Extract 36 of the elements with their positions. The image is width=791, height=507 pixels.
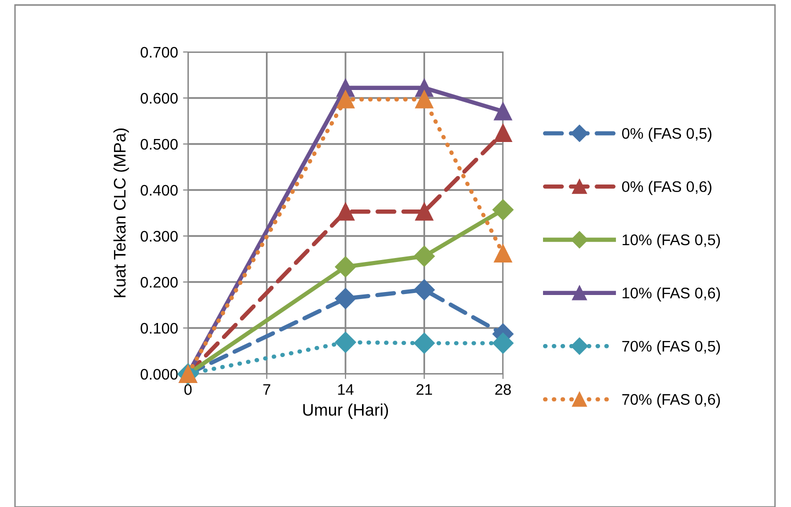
y-tick-label: 0.200 <box>140 276 178 288</box>
point <box>336 90 355 108</box>
x-tick-label: 28 <box>495 384 511 395</box>
legend-label: 70% (FAS 0,5) <box>622 340 720 355</box>
point <box>494 102 512 120</box>
point <box>334 256 356 278</box>
x-tick-label: 21 <box>416 384 432 395</box>
legend-label: 10% (FAS 0,5) <box>622 234 720 248</box>
x-axis-title: Umur (Hari) <box>303 404 388 420</box>
y-tick-label: 0.500 <box>140 138 178 150</box>
point <box>334 332 356 353</box>
point <box>415 90 434 108</box>
legend-label: 10% (FAS 0,6) <box>622 287 720 302</box>
point <box>414 279 435 300</box>
x-tick-label: 7 <box>263 384 270 395</box>
point <box>336 202 355 221</box>
point <box>494 124 512 142</box>
y-tick-label: 0.400 <box>140 184 178 196</box>
y-tick-label: 0.600 <box>140 92 178 104</box>
point <box>492 332 514 354</box>
point <box>414 332 435 354</box>
y-tick-label: 0.300 <box>140 230 178 242</box>
legend-label: 0% (FAS 0,6) <box>622 180 712 196</box>
y-tick-label: 0.100 <box>140 322 178 334</box>
y-axis-title: Kuat Tekan CLC (MPa) <box>113 128 129 298</box>
point <box>492 199 514 220</box>
y-tick-label: 0.000 <box>140 368 178 380</box>
legend-label: 0% (FAS 0,5) <box>622 128 712 142</box>
legend-label: 70% (FAS 0,6) <box>622 394 720 408</box>
point <box>414 246 435 267</box>
x-tick-label: 0 <box>184 384 192 395</box>
point <box>415 202 434 221</box>
x-tick-label: 14 <box>338 384 354 395</box>
point <box>334 288 356 310</box>
point <box>494 244 512 263</box>
y-tick-label: 0.700 <box>140 46 178 58</box>
